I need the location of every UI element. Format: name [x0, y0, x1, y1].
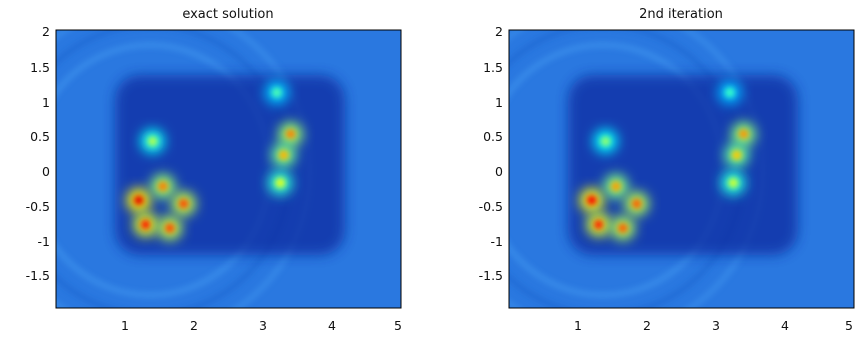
hotspot [278, 150, 289, 161]
hotspot [724, 87, 735, 98]
x-tick-label: 2 [643, 318, 651, 333]
y-tick-label: -1.5 [479, 268, 503, 283]
hotspot [157, 181, 168, 192]
hotspot [631, 198, 642, 209]
x-tick-label: 3 [259, 318, 267, 333]
hotspot [147, 136, 158, 147]
hotspot [617, 223, 628, 234]
y-tick-label: 1.5 [30, 60, 50, 75]
y-tick-label: -0.5 [479, 199, 503, 214]
hotspot [586, 195, 597, 206]
hotspot [140, 219, 151, 230]
chart-panel-2: 2nd iteration 1 2 3 4 5 2 1.5 1 0.5 0 -0… [479, 7, 855, 333]
scatterer-region [568, 75, 798, 255]
y-tick-label: 0.5 [30, 129, 50, 144]
x-tick-label: 5 [394, 318, 402, 333]
y-tick-label: -0.5 [26, 199, 50, 214]
x-tick-label: 2 [190, 318, 198, 333]
y-axis: 2 1.5 1 0.5 0 -0.5 -1 -1.5 [479, 24, 503, 283]
x-tick-label: 4 [328, 318, 336, 333]
axes-box [55, 29, 402, 309]
x-axis: 1 2 3 4 5 [574, 318, 853, 333]
y-tick-label: 2 [42, 24, 50, 39]
chart-title: 2nd iteration [639, 7, 723, 22]
hotspot [133, 195, 144, 206]
hotspot [164, 223, 175, 234]
x-axis: 1 2 3 4 5 [121, 318, 402, 333]
y-axis: 2 1.5 1 0.5 0 -0.5 -1 -1.5 [26, 24, 50, 283]
x-tick-label: 1 [121, 318, 129, 333]
y-tick-label: 2 [495, 24, 503, 39]
hotspot [610, 181, 621, 192]
hotspot [285, 129, 296, 140]
y-tick-label: 1 [495, 95, 503, 110]
hotspot [731, 150, 742, 161]
x-tick-label: 3 [712, 318, 720, 333]
hotspot [271, 87, 282, 98]
axes-box [508, 29, 855, 309]
plot-area [56, 30, 401, 308]
hotspots [579, 80, 756, 241]
y-tick-label: -1 [491, 234, 503, 249]
y-tick-label: 0.5 [483, 129, 503, 144]
y-tick-label: 1 [42, 95, 50, 110]
y-tick-label: -1 [38, 234, 50, 249]
x-tick-label: 1 [574, 318, 582, 333]
hotspot [178, 198, 189, 209]
chart-panel-1: exact solution 1 2 3 4 5 2 1.5 1 0.5 0 -… [26, 7, 402, 333]
scatterer-region [115, 75, 345, 255]
hotspot [600, 136, 611, 147]
hotspot [738, 129, 749, 140]
chart-title: exact solution [182, 7, 273, 22]
hotspot [593, 219, 604, 230]
y-tick-label: 1.5 [483, 60, 503, 75]
x-tick-label: 4 [781, 318, 789, 333]
plot-area [509, 30, 854, 308]
y-tick-label: 0 [42, 164, 50, 179]
hotspots [126, 80, 303, 241]
y-tick-label: 0 [495, 164, 503, 179]
y-tick-label: -1.5 [26, 268, 50, 283]
hotspot [275, 177, 286, 188]
x-tick-label: 5 [845, 318, 853, 333]
hotspot [728, 177, 739, 188]
